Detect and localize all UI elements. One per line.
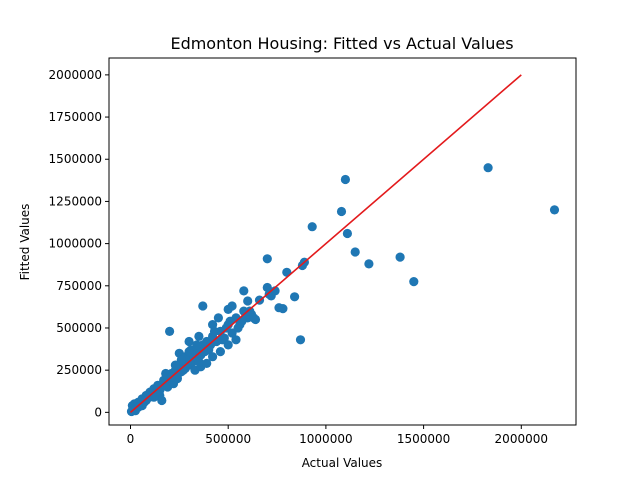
data-point bbox=[194, 357, 204, 367]
reference-line bbox=[129, 74, 522, 413]
y-tick-label: 1250000 bbox=[49, 194, 102, 208]
data-point bbox=[364, 259, 374, 269]
data-point bbox=[243, 296, 253, 306]
y-tick-label: 750000 bbox=[56, 279, 102, 293]
data-point bbox=[245, 306, 255, 316]
y-tick-label: 2000000 bbox=[49, 68, 102, 82]
data-point bbox=[170, 360, 180, 370]
data-point bbox=[262, 254, 272, 264]
data-point bbox=[278, 304, 288, 314]
data-point bbox=[409, 277, 419, 287]
plot-frame bbox=[108, 57, 577, 426]
y-tick-label: 500000 bbox=[56, 321, 102, 335]
y-tick-label: 250000 bbox=[56, 363, 102, 377]
y-axis-label: Fitted Values bbox=[18, 204, 32, 281]
data-point bbox=[233, 323, 243, 333]
x-tick-label: 500000 bbox=[205, 432, 251, 446]
data-point bbox=[350, 247, 360, 257]
x-tick-label: 1000000 bbox=[299, 432, 352, 446]
data-point bbox=[194, 331, 204, 341]
data-point bbox=[184, 347, 194, 357]
line-layer bbox=[129, 74, 522, 413]
data-point bbox=[227, 301, 237, 311]
y-tick-label: 0 bbox=[94, 405, 102, 419]
data-point bbox=[239, 286, 249, 296]
data-point bbox=[184, 336, 194, 347]
data-point bbox=[307, 222, 317, 232]
x-tick-label: 2000000 bbox=[495, 432, 548, 446]
data-point bbox=[209, 326, 220, 336]
data-point bbox=[249, 313, 259, 323]
data-point bbox=[165, 326, 175, 336]
data-point bbox=[342, 228, 352, 239]
data-point bbox=[198, 301, 208, 311]
data-point bbox=[213, 313, 223, 323]
data-point bbox=[215, 347, 225, 357]
data-point bbox=[395, 252, 405, 262]
data-point bbox=[336, 206, 347, 217]
data-point bbox=[340, 174, 350, 185]
data-point bbox=[231, 335, 241, 345]
data-point bbox=[549, 205, 560, 215]
x-axis-label: Actual Values bbox=[302, 456, 383, 470]
x-tick-label: 0 bbox=[127, 432, 135, 446]
data-point bbox=[221, 323, 231, 333]
y-axis: 0 250000 500000 750000 1000000 1250000 1500000… bbox=[49, 68, 109, 419]
data-point bbox=[290, 292, 300, 302]
data-point bbox=[202, 358, 212, 368]
x-axis: 0 500000 1000000 1500000 2000000 bbox=[127, 425, 548, 446]
data-point bbox=[130, 406, 140, 416]
data-point bbox=[206, 340, 216, 350]
chart-title: Edmonton Housing: Fitted vs Actual Value… bbox=[170, 34, 513, 53]
data-point bbox=[157, 395, 167, 406]
data-point bbox=[295, 335, 306, 345]
data-point bbox=[208, 352, 218, 362]
x-tick-label: 1500000 bbox=[397, 432, 450, 446]
y-tick-label: 1500000 bbox=[49, 152, 102, 166]
y-tick-label: 1000000 bbox=[49, 237, 102, 251]
data-point bbox=[483, 163, 493, 173]
y-tick-label: 1750000 bbox=[49, 110, 102, 124]
data-point bbox=[217, 335, 227, 345]
data-point bbox=[192, 340, 202, 350]
